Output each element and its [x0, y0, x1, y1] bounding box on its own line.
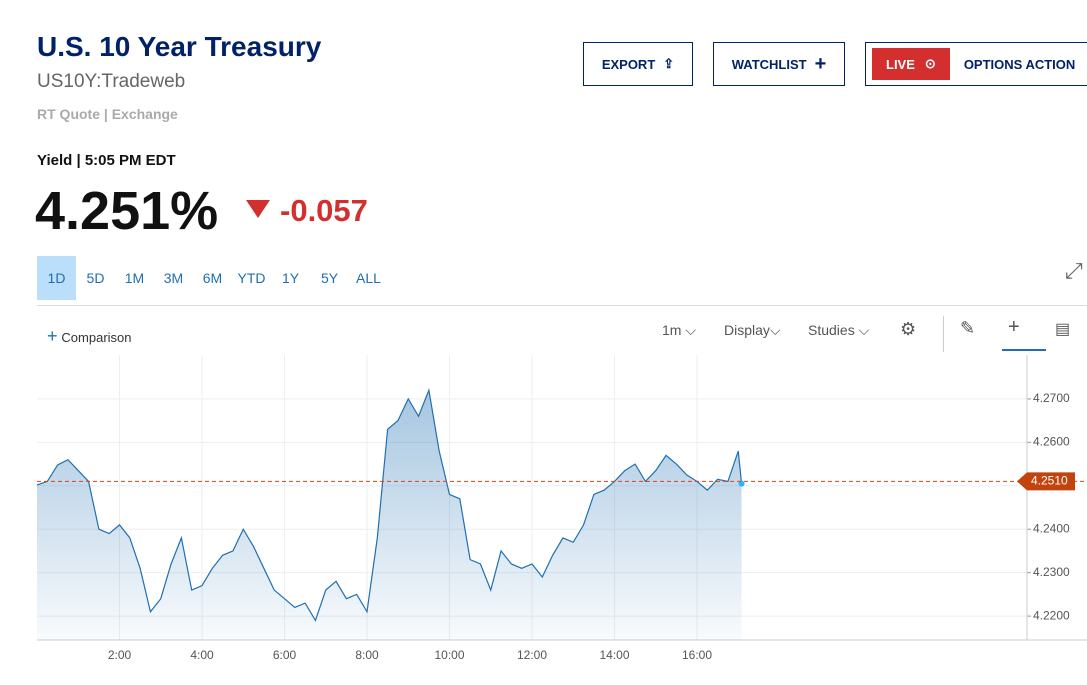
last-value-badge — [1017, 472, 1075, 491]
y-tick-label: 4.2600 — [1033, 434, 1070, 448]
icon: + — [814, 52, 827, 75]
options-action-button[interactable]: LIVE ⊙ OPTIONS ACTION — [865, 42, 1087, 86]
icon: ⇪ — [663, 56, 675, 71]
interval-menu[interactable]: 1m ⌵ — [662, 322, 696, 338]
label: 1m — [662, 322, 682, 338]
crosshair-icon[interactable]: + — [1008, 316, 1020, 338]
range-tab[interactable]: 1Y — [281, 270, 300, 286]
label: EXPORT — [601, 56, 656, 72]
comment-icon[interactable]: ▤ — [1055, 321, 1071, 338]
yield-label: Yield | 5:05 PM EDT — [37, 152, 176, 169]
x-tick-label: 4:00 — [190, 648, 214, 662]
label: OPTIONS ACTION — [963, 56, 1076, 72]
active-underline — [1002, 349, 1046, 351]
range-tab[interactable]: 1M — [124, 270, 145, 286]
quote-type: RT Quote | Exchange — [37, 106, 178, 122]
line — [36, 387, 743, 622]
area — [37, 390, 742, 640]
range-tabs: 1D 5D 1M 3M 6M YTD 1Y 5Y ALL — [37, 256, 388, 300]
live-badge: LIVE ⊙ — [872, 48, 950, 80]
range-tab[interactable]: ALL — [356, 270, 381, 286]
x-tick-label: 12:00 — [517, 648, 547, 662]
range-tab[interactable]: 6M — [202, 270, 223, 286]
comparison-button[interactable]: + Comparison — [47, 326, 132, 346]
x-tick-label: 14:00 — [599, 648, 629, 662]
symbol: US10Y:Tradeweb — [37, 71, 186, 92]
y-tick-label: 4.2300 — [1033, 565, 1070, 579]
studies-menu[interactable]: Studies ⌵ — [808, 322, 870, 338]
expand-icon[interactable]: ⤢ — [1065, 258, 1083, 283]
settings-icon[interactable]: ⚙ — [900, 319, 917, 339]
export-button[interactable]: EXPORT ⇪ — [583, 42, 693, 86]
range-tab[interactable]: 1D — [37, 256, 76, 300]
down-arrow — [246, 200, 270, 218]
watchlist-button[interactable]: WATCHLIST + — [713, 42, 845, 86]
x-tick-label: 16:00 — [682, 648, 712, 662]
divider — [37, 305, 1087, 306]
price: 4.251% — [35, 181, 219, 241]
change: -0.057 — [280, 193, 368, 228]
x-tick-label: 8:00 — [355, 648, 379, 662]
separator — [943, 316, 944, 352]
range-tab[interactable]: YTD — [237, 270, 266, 286]
y-tick-label: 4.2400 — [1033, 521, 1070, 535]
label: LIVE — [886, 56, 915, 72]
range-tab[interactable]: 5Y — [320, 270, 339, 286]
label: WATCHLIST — [731, 56, 807, 72]
label: Studies — [808, 322, 855, 338]
icon: ⊙ — [924, 56, 936, 71]
display-menu[interactable]: Display⌵ — [724, 322, 781, 338]
range-tab[interactable]: 5D — [86, 270, 105, 286]
y-tick-label: 4.2200 — [1033, 608, 1070, 622]
label: Display — [724, 322, 770, 338]
last-point — [738, 480, 745, 487]
label: Comparison — [61, 330, 132, 345]
range-tab[interactable]: 3M — [163, 270, 184, 286]
title: U.S. 10 Year Treasury — [37, 31, 322, 62]
x-tick-label: 6:00 — [273, 648, 297, 662]
y-tick-label: 4.2700 — [1033, 391, 1070, 405]
last-value-label: 4.2510 — [1031, 474, 1068, 488]
x-tick-label: 10:00 — [434, 648, 464, 662]
draw-icon[interactable]: ✎ — [960, 318, 976, 338]
x-tick-label: 2:00 — [108, 648, 132, 662]
